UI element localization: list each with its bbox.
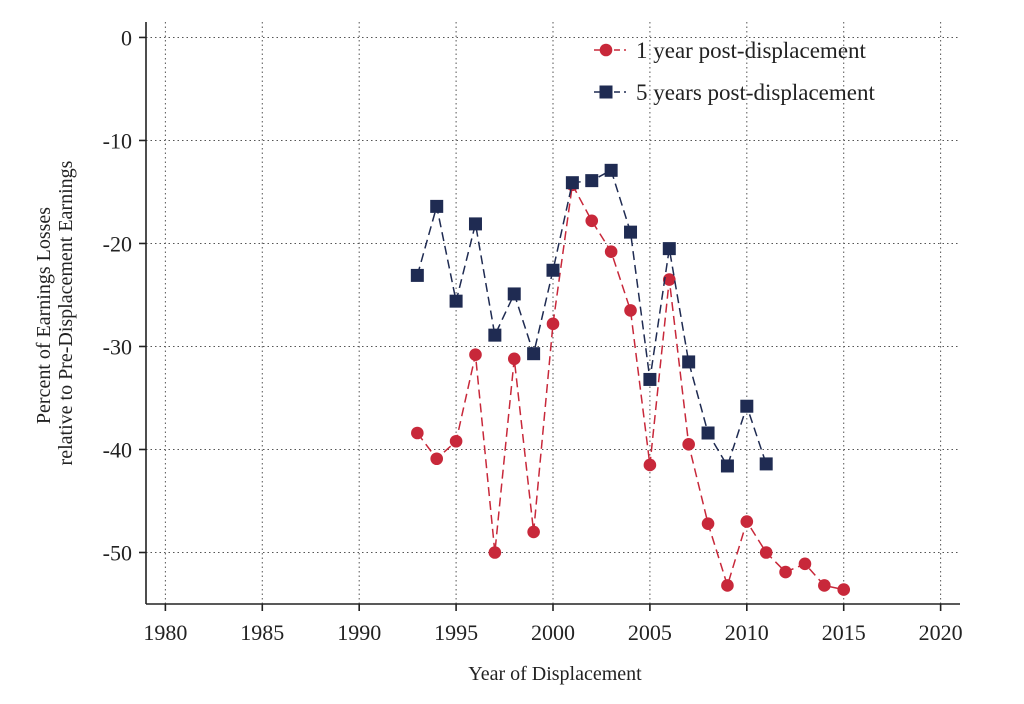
data-point <box>585 174 599 188</box>
y-tick-label: -30 <box>103 334 132 359</box>
data-point <box>682 438 695 451</box>
x-tick-label: 2005 <box>628 620 672 645</box>
series-five-year <box>410 163 773 473</box>
data-point <box>818 579 831 592</box>
x-tick-label: 1985 <box>240 620 284 645</box>
y-axis-title: Percent of Earnings Losses relative to P… <box>33 160 77 465</box>
axis-ticks: 1980 1985 1990 1995 2000 2005 2010 2015 2020 0 -10… <box>103 25 963 645</box>
data-point <box>643 372 657 386</box>
data-point <box>740 399 754 413</box>
data-point <box>624 304 637 317</box>
data-point <box>507 287 521 301</box>
data-point <box>585 214 599 228</box>
data-point <box>624 225 638 239</box>
data-point <box>488 546 502 559</box>
series-layer <box>410 163 851 596</box>
y-tick-label: -50 <box>103 540 132 565</box>
y-tick-label: -40 <box>103 437 132 462</box>
y-tick-label: -20 <box>103 231 132 256</box>
series-one-year <box>411 178 851 596</box>
legend-label: 5 years post-displacement <box>636 80 875 105</box>
data-point <box>411 426 424 440</box>
legend-marker <box>599 43 613 57</box>
legend-label: 1 year post-displacement <box>636 38 867 63</box>
data-point <box>721 579 734 592</box>
legend-marker <box>599 85 613 99</box>
data-point <box>701 426 715 440</box>
data-point <box>662 273 676 286</box>
data-point <box>468 217 482 231</box>
data-point <box>759 546 773 559</box>
data-point <box>740 515 754 528</box>
data-point <box>643 458 657 472</box>
x-tick-label: 2010 <box>725 620 769 645</box>
data-point <box>604 245 618 259</box>
legend: 1 year post-displacement 5 years post-dis… <box>594 38 875 105</box>
legend-item: 1 year post-displacement <box>594 38 867 63</box>
data-point <box>546 317 560 331</box>
x-tick-label: 1980 <box>143 620 187 645</box>
y-tick-label: 0 <box>121 25 132 50</box>
data-point <box>449 294 463 308</box>
data-point <box>604 163 618 177</box>
data-point <box>488 328 502 342</box>
data-point <box>798 557 812 571</box>
x-tick-label: 2000 <box>531 620 575 645</box>
y-axis-title-line-2: relative to Pre-Displacement Earnings <box>55 160 77 465</box>
legend-item: 5 years post-displacement <box>594 80 875 105</box>
y-tick-label: -10 <box>103 128 132 153</box>
data-point <box>449 434 463 448</box>
x-tick-label: 1990 <box>337 620 381 645</box>
data-point <box>410 268 424 282</box>
data-point <box>662 242 676 256</box>
x-axis-title: Year of Displacement <box>468 663 642 685</box>
data-point <box>759 457 773 471</box>
data-point <box>837 583 851 596</box>
data-point <box>507 352 521 366</box>
data-point <box>430 199 444 213</box>
data-point <box>527 525 540 539</box>
grid-lines <box>146 22 960 604</box>
y-axis-title-line-1: Percent of Earnings Losses <box>33 207 55 424</box>
x-tick-label: 1995 <box>434 620 478 645</box>
series-line <box>416 182 844 591</box>
x-tick-label: 2015 <box>822 620 866 645</box>
data-point <box>469 348 482 362</box>
data-point <box>430 452 444 466</box>
x-tick-label: 2020 <box>919 620 963 645</box>
data-point <box>682 355 696 369</box>
data-point <box>720 459 734 473</box>
data-point <box>701 517 715 530</box>
axes <box>145 22 960 605</box>
data-point <box>527 347 541 361</box>
data-point <box>779 565 792 579</box>
data-point <box>565 176 579 190</box>
data-point <box>546 263 560 277</box>
